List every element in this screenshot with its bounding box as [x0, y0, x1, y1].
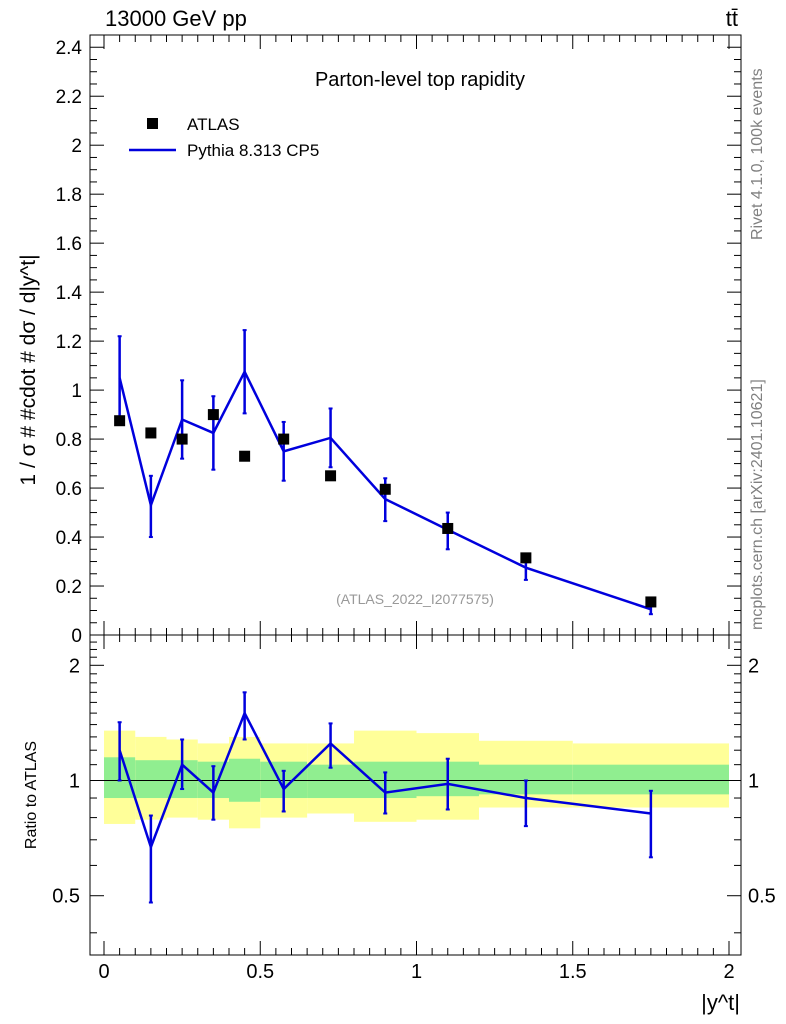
rivet-version-label: Rivet 4.1.0, 100k events	[749, 68, 766, 240]
atlas-data-point	[520, 552, 532, 564]
mc-series	[117, 329, 653, 616]
atlas-data-series	[114, 409, 657, 608]
atlas-data-point	[114, 415, 126, 427]
y-tick-label: 2.4	[56, 38, 83, 59]
ratio-y-axis-label: Ratio to ATLAS	[23, 741, 40, 849]
main-plot-y-ticks: 0 0.2 0.4 0.6 0.8 1 1.2 1.4 1.6 1.8 2 2.2 2.4	[56, 35, 741, 647]
legend-atlas-marker	[147, 118, 158, 129]
y-tick-label: 0.8	[56, 430, 82, 451]
ratio-series	[117, 691, 653, 904]
y-tick-label: 2	[71, 136, 82, 157]
legend-pythia-label: Pythia 8.313 CP5	[187, 141, 319, 160]
x-tick-label: 1.5	[559, 961, 587, 983]
ratio-plot-panel: 0.5 0.5 1 1 2 2 Ratio to ATLAS 0 0.5 1 1.5 2 |y^t…	[23, 634, 776, 1015]
atlas-data-point	[145, 427, 157, 439]
ratio-plot-frame	[89, 634, 742, 956]
y-tick-label: 0	[71, 626, 82, 647]
x-tick-label: 1	[411, 961, 422, 983]
y-tick-label: 0.6	[56, 479, 82, 500]
analysis-watermark: (ATLAS_2022_I2077575)	[336, 591, 494, 607]
y-tick-label: 0.4	[56, 528, 83, 549]
x-tick-label: 0	[98, 961, 109, 983]
y-tick-label: 1.2	[56, 332, 82, 353]
ratio-y-tick-label: 0.5	[52, 886, 80, 908]
main-plot-panel: 0 0.2 0.4 0.6 0.8 1 1.2 1.4 1.6 1.8 2 2.2 2.4 Parton…	[17, 34, 742, 647]
ratio-y-tick-label: 1	[69, 771, 80, 793]
x-tick-label: 2	[723, 961, 734, 983]
atlas-data-point	[207, 409, 219, 421]
y-tick-label: 1	[71, 381, 82, 402]
energy-label: 13000 GeV pp	[105, 6, 247, 31]
inner-uncertainty-band	[572, 764, 729, 795]
legend-atlas-label: ATLAS	[187, 115, 240, 134]
y-tick-label: 0.2	[56, 577, 82, 598]
ratio-y-tick-label-right: 2	[748, 655, 759, 677]
main-y-axis-label: 1 / σ # #cdot # dσ / d|y^t|	[17, 254, 40, 485]
x-tick-label: 0.5	[246, 961, 274, 983]
atlas-data-point	[379, 483, 391, 495]
chart-title: Parton-level top rapidity	[315, 69, 525, 91]
ratio-y-tick-label-right: 0.5	[748, 886, 776, 908]
ratio-plot-ticks: 0.5 0.5 1 1 2 2	[52, 635, 776, 955]
inner-uncertainty-band	[135, 760, 167, 799]
atlas-data-point	[239, 450, 251, 462]
process-label: tt̄	[726, 6, 738, 31]
x-axis-tick-labels: 0 0.5 1 1.5 2	[98, 961, 734, 983]
atlas-data-point	[278, 433, 290, 445]
atlas-data-point	[176, 433, 188, 445]
x-axis-label: |y^t|	[701, 990, 740, 1015]
y-tick-label: 1.4	[56, 283, 83, 304]
legend: ATLAS Pythia 8.313 CP5	[129, 115, 319, 160]
inner-uncertainty-band	[307, 764, 354, 799]
ratio-y-tick-label: 2	[69, 655, 80, 677]
atlas-data-point	[645, 596, 657, 608]
atlas-data-point	[325, 470, 337, 482]
ratio-y-tick-label-right: 1	[748, 771, 759, 793]
atlas-data-point	[442, 522, 454, 534]
y-tick-label: 2.2	[56, 87, 82, 108]
mcplots-label: mcplots.cern.ch [arXiv:2401.10621]	[749, 379, 766, 630]
y-tick-label: 1.8	[56, 185, 82, 206]
y-tick-label: 1.6	[56, 234, 82, 255]
